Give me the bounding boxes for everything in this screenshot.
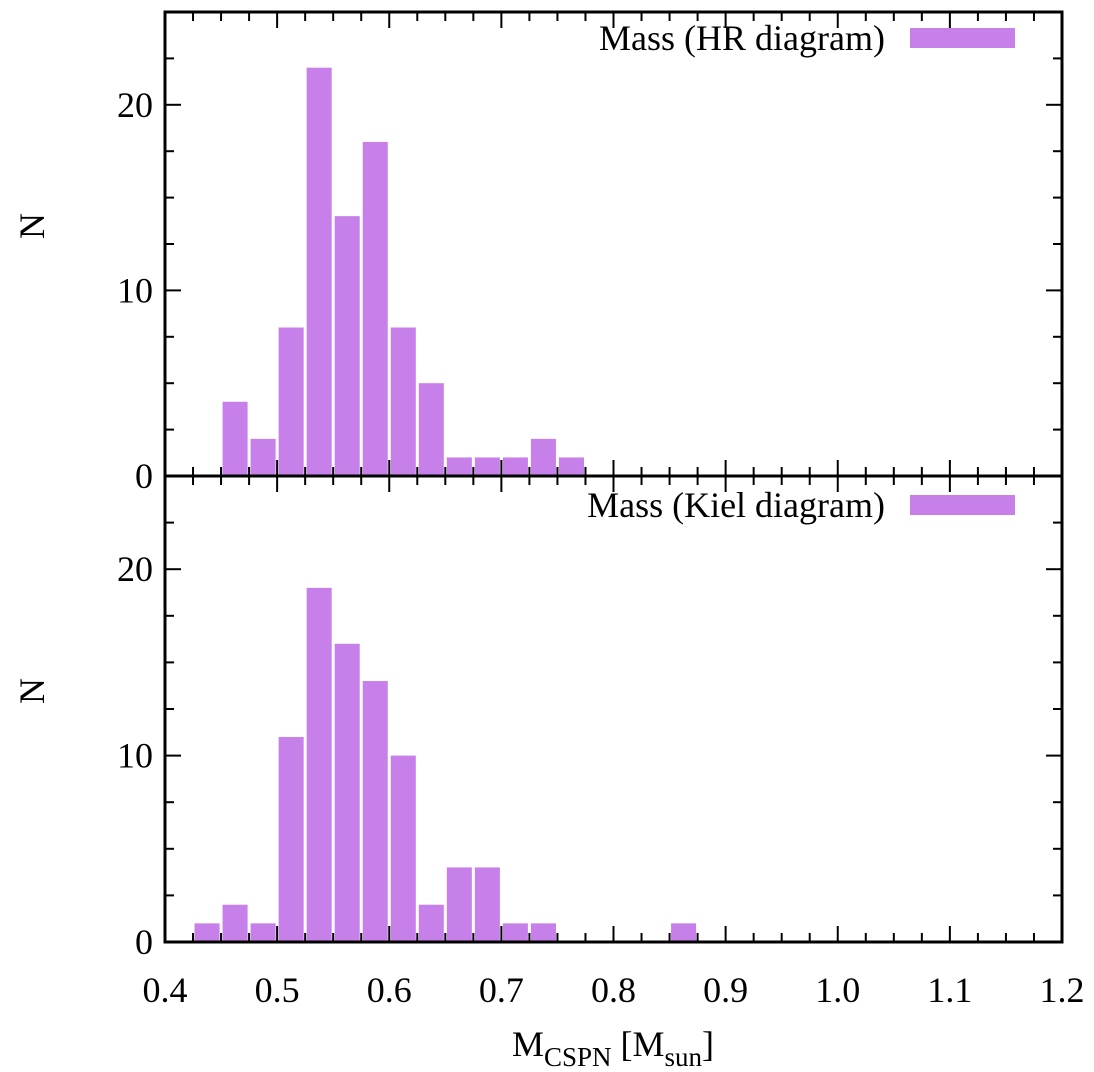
- x-axis-label-part: M: [512, 1024, 544, 1064]
- y-tick-label: 20: [117, 85, 153, 125]
- histogram-bar: [222, 401, 248, 476]
- histogram-bar: [446, 867, 472, 942]
- histogram-bar: [390, 327, 416, 476]
- histogram-bar: [334, 216, 360, 476]
- histogram-bar: [530, 438, 556, 476]
- histogram-bar: [222, 904, 248, 942]
- histogram-bar: [362, 141, 388, 477]
- x-tick-label: 0.6: [367, 970, 412, 1010]
- y-axis-label: N: [12, 213, 52, 239]
- histogram-bar: [390, 755, 416, 942]
- legend-swatch: [910, 495, 1015, 515]
- y-tick-label: 10: [117, 270, 153, 310]
- x-axis-label-part: ]: [702, 1024, 714, 1064]
- histogram-bar: [362, 681, 388, 942]
- y-tick-label: 10: [117, 736, 153, 776]
- x-axis-label-subscript: sun: [665, 1042, 703, 1072]
- legend-label: Mass (HR diagram): [599, 18, 885, 58]
- plot-frame: [163, 474, 1064, 944]
- histogram-bar: [306, 67, 332, 477]
- histogram-bar: [278, 736, 304, 942]
- histogram-bar: [530, 923, 556, 942]
- x-tick-label: 0.9: [703, 970, 748, 1010]
- x-tick-label: 0.4: [143, 970, 188, 1010]
- histogram-bar: [502, 457, 528, 476]
- histogram-bar: [250, 438, 276, 476]
- histogram-bar: [474, 867, 500, 942]
- x-axis-label-subscript: CSPN: [544, 1042, 612, 1072]
- x-tick-label: 0.7: [479, 970, 524, 1010]
- y-tick-label: 0: [135, 456, 153, 496]
- histogram-bar: [558, 457, 584, 476]
- legend-swatch: [910, 28, 1015, 48]
- x-tick-label: 1.2: [1040, 970, 1085, 1010]
- x-axis-label-part: [: [612, 1024, 633, 1064]
- histogram-bar: [418, 904, 444, 942]
- legend-label: Mass (Kiel diagram): [587, 485, 885, 525]
- histogram-bar: [334, 643, 360, 942]
- histogram-bar: [446, 457, 472, 476]
- histogram-bar: [194, 923, 220, 942]
- x-axis-label: MCSPN [Msun]: [512, 1024, 714, 1072]
- x-tick-label: 0.8: [591, 970, 636, 1010]
- histogram-bar: [278, 327, 304, 476]
- histogram-bar: [474, 457, 500, 476]
- x-tick-label: 1.0: [815, 970, 860, 1010]
- y-axis-label: N: [12, 678, 52, 704]
- x-tick-label: 1.1: [927, 970, 972, 1010]
- histogram-bar: [502, 923, 528, 942]
- y-tick-label: 0: [135, 922, 153, 962]
- histogram-bar: [418, 383, 444, 476]
- histogram-bar: [671, 923, 697, 942]
- histogram-bar: [306, 587, 332, 942]
- x-tick-label: 0.5: [255, 970, 300, 1010]
- y-tick-label: 20: [117, 549, 153, 589]
- histogram-bar: [250, 923, 276, 942]
- x-axis-label-part: M: [633, 1024, 665, 1064]
